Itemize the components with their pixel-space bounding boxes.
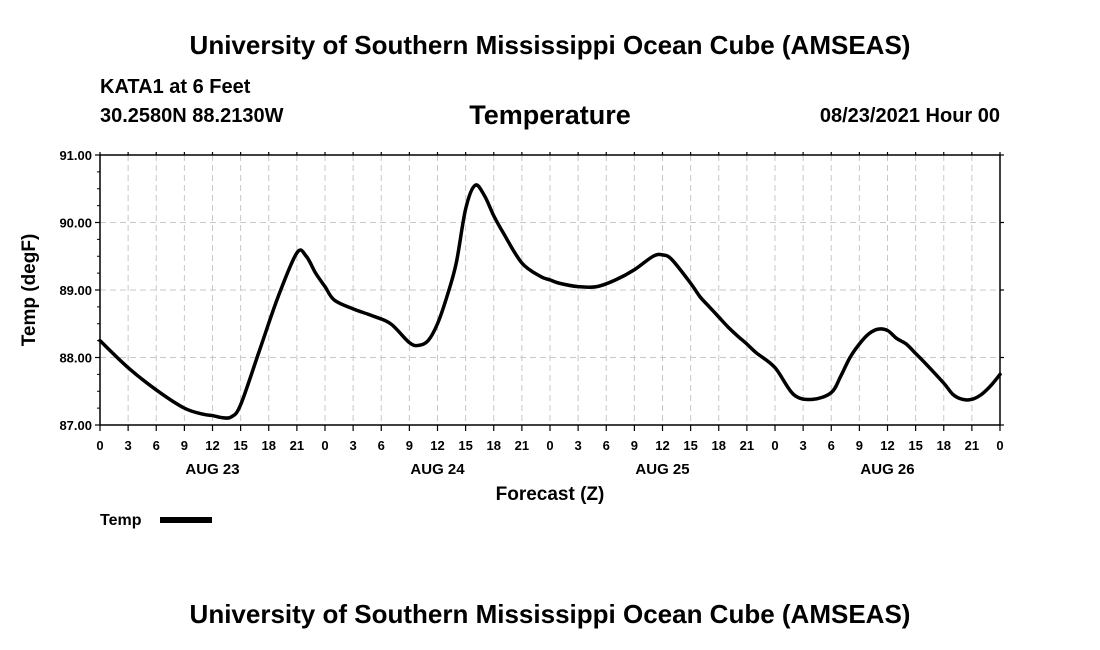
x-tick-label: 18 bbox=[712, 438, 726, 453]
y-tick-label: 89.00 bbox=[59, 283, 92, 298]
series-layer bbox=[98, 183, 1002, 420]
x-tick-label: 12 bbox=[880, 438, 894, 453]
x-tick-labels: 0 3 6 9 12 15 18 21 0 3 6 9 12 15 18 21 0 3 6 9 12 15 18 21 0 3 6 9… bbox=[96, 438, 1003, 453]
x-tick-label: 6 bbox=[153, 438, 160, 453]
x-tick-label: 18 bbox=[487, 438, 501, 453]
x-tick-label: 3 bbox=[125, 438, 132, 453]
y-tick-label: 88.00 bbox=[59, 351, 92, 366]
x-tick-label: 15 bbox=[683, 438, 697, 453]
x-tick-label: 12 bbox=[655, 438, 669, 453]
station-label: KATA1 at 6 Feet bbox=[100, 76, 251, 98]
legend-label: Temp bbox=[100, 512, 142, 529]
x-tick-label: 0 bbox=[996, 438, 1003, 453]
x-tick-label: 3 bbox=[800, 438, 807, 453]
x-tick-label: 18 bbox=[937, 438, 951, 453]
x-axis-title: Forecast (Z) bbox=[496, 484, 605, 505]
day-label: AUG 26 bbox=[860, 461, 914, 478]
x-tick-label: 0 bbox=[771, 438, 778, 453]
x-tick-label: 12 bbox=[430, 438, 444, 453]
chart-title: Temperature bbox=[469, 100, 631, 130]
y-axis-title: Temp (degF) bbox=[19, 234, 40, 347]
y-tick-label: 91.00 bbox=[59, 148, 92, 163]
x-tick-label: 3 bbox=[350, 438, 357, 453]
x-tick-label: 21 bbox=[290, 438, 304, 453]
y-tick-labels: 87.00 88.00 89.00 90.00 91.00 bbox=[59, 148, 92, 433]
x-tick-label: 6 bbox=[378, 438, 385, 453]
footer-title: University of Southern Mississippi Ocean… bbox=[189, 599, 911, 629]
coordinates-label: 30.2580N 88.2130W bbox=[100, 105, 284, 127]
x-tick-label: 9 bbox=[181, 438, 188, 453]
series-line-temp bbox=[98, 183, 1002, 420]
x-tick-label: 15 bbox=[458, 438, 472, 453]
run-time-label: 08/23/2021 Hour 00 bbox=[819, 105, 1000, 127]
x-tick-label: 6 bbox=[603, 438, 610, 453]
page-title: University of Southern Mississippi Ocean… bbox=[189, 30, 911, 60]
y-tick-label: 90.00 bbox=[59, 216, 92, 231]
y-tick-label: 87.00 bbox=[59, 418, 92, 433]
x-tick-label: 0 bbox=[321, 438, 328, 453]
x-tick-label: 15 bbox=[233, 438, 247, 453]
x-tick-label: 21 bbox=[515, 438, 529, 453]
x-tick-label: 12 bbox=[205, 438, 219, 453]
x-tick-label: 9 bbox=[631, 438, 638, 453]
x-tick-label: 0 bbox=[546, 438, 553, 453]
day-label: AUG 25 bbox=[635, 461, 689, 478]
x-tick-label: 6 bbox=[828, 438, 835, 453]
x-tick-label: 9 bbox=[406, 438, 413, 453]
day-label: AUG 23 bbox=[185, 461, 239, 478]
x-tick-label: 18 bbox=[262, 438, 276, 453]
day-labels: AUG 23 AUG 24 AUG 25 AUG 26 bbox=[185, 461, 914, 478]
x-tick-label: 21 bbox=[740, 438, 754, 453]
plot-frame bbox=[99, 154, 1001, 426]
x-tick-label: 3 bbox=[575, 438, 582, 453]
x-tick-label: 21 bbox=[965, 438, 979, 453]
x-tick-label: 9 bbox=[856, 438, 863, 453]
day-label: AUG 24 bbox=[410, 461, 465, 478]
x-tick-label: 15 bbox=[908, 438, 922, 453]
x-tick-label: 0 bbox=[96, 438, 103, 453]
grid bbox=[100, 155, 1000, 425]
